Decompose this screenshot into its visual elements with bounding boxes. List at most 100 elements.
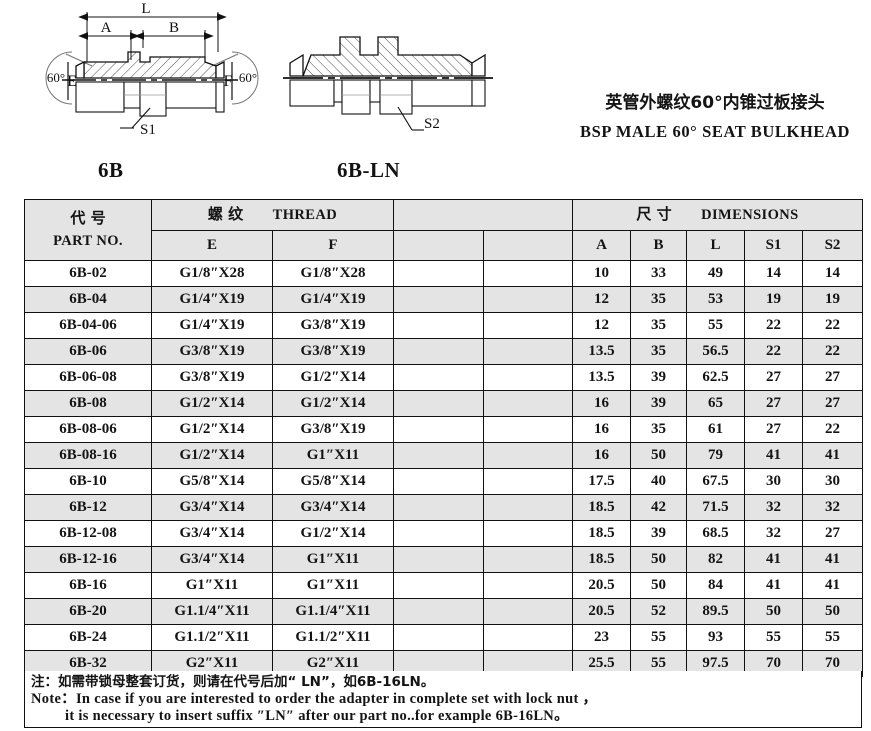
header-dimensions-group: 尺 寸 DIMENSIONS — [572, 199, 864, 231]
technical-drawings-svg: L A B 60° 60° — [45, 1, 493, 138]
header-dimensions-english: DIMENSIONS — [701, 207, 799, 223]
table-row: 6B-08 G1/2″X14 G1/2″X14 16 39 65 27 27 — [24, 390, 864, 417]
cell-s2: 55 — [802, 624, 864, 651]
dimension-label-B: B — [169, 20, 179, 36]
cell-e: G1.1/4″X11 — [151, 598, 273, 625]
cell-b: 50 — [630, 442, 688, 469]
cell-l: 53 — [686, 286, 746, 313]
cell-b: 35 — [630, 416, 688, 443]
cell-s2: 30 — [802, 468, 864, 495]
cell-e: G1″X11 — [151, 572, 273, 599]
cell-x2 — [483, 520, 574, 547]
cell-x1 — [393, 364, 485, 391]
cell-e: G3/4″X14 — [151, 494, 273, 521]
cell-b: 52 — [630, 598, 688, 625]
cell-part: 6B-04-06 — [24, 312, 152, 339]
cell-part: 6B-10 — [24, 468, 152, 495]
cell-a: 18.5 — [572, 494, 632, 521]
cell-l: 84 — [686, 572, 746, 599]
table-row: 6B-06-08 G3/8″X19 G1/2″X14 13.5 39 62.5 27 27 — [24, 364, 864, 391]
table-row: 6B-08-16 G1/2″X14 G1″X11 16 50 79 41 41 — [24, 442, 864, 469]
cell-s2: 22 — [802, 312, 864, 339]
dimension-B: B — [134, 20, 214, 40]
cell-b: 33 — [630, 260, 688, 287]
header-col-b: B — [630, 230, 688, 261]
cell-f: G1.1/2″X11 — [271, 624, 395, 651]
header-col-blank-1 — [393, 230, 485, 261]
cell-f: G1/2″X14 — [271, 390, 395, 417]
table-row: 6B-24 G1.1/2″X11 G1.1/2″X11 23 55 93 55 55 — [24, 624, 864, 651]
note-block: 注：如需带锁母整套订货，则请在代号后加“ LN”，如6B-16LN。 Note：… — [24, 671, 862, 728]
cell-x1 — [393, 260, 485, 287]
cell-x2 — [483, 572, 574, 599]
cell-l: 79 — [686, 442, 746, 469]
cell-a: 18.5 — [572, 546, 632, 573]
cell-part: 6B-06 — [24, 338, 152, 365]
cell-x2 — [483, 546, 574, 573]
header-thread-chinese: 螺 纹 — [207, 205, 244, 223]
dimension-label-S2: S2 — [424, 116, 440, 132]
body-section-upper — [75, 51, 225, 79]
cell-x2 — [483, 286, 574, 313]
cell-x1 — [393, 390, 485, 417]
cell-e: G1.1/2″X11 — [151, 624, 273, 651]
cell-b: 42 — [630, 494, 688, 521]
cell-s1: 19 — [744, 286, 804, 313]
cell-x2 — [483, 338, 574, 365]
cell-a: 20.5 — [572, 572, 632, 599]
cell-e: G1/4″X19 — [151, 286, 273, 313]
cell-f: G5/8″X14 — [271, 468, 395, 495]
header-col-l: L — [686, 230, 746, 261]
cell-b: 50 — [630, 572, 688, 599]
header-blank-group — [393, 199, 574, 231]
cell-f: G3/8″X19 — [271, 312, 395, 339]
dimension-A: A — [78, 20, 140, 40]
cell-part: 6B-20 — [24, 598, 152, 625]
cell-s1: 50 — [744, 598, 804, 625]
cell-x1 — [393, 442, 485, 469]
cell-s2: 50 — [802, 598, 864, 625]
figure-6b: L A B 60° 60° — [45, 1, 259, 138]
figure-6b-ln: S2 — [283, 36, 493, 132]
note-english-line-1: Note：In case if you are interested to or… — [31, 691, 598, 707]
cell-part: 6B-12-16 — [24, 546, 152, 573]
cell-b: 39 — [630, 364, 688, 391]
cell-a: 20.5 — [572, 598, 632, 625]
cell-s1: 41 — [744, 572, 804, 599]
cell-x2 — [483, 312, 574, 339]
table-row: 6B-12-08 G3/4″X14 G1/2″X14 18.5 39 68.5 32 27 — [24, 520, 864, 547]
cell-s2: 27 — [802, 520, 864, 547]
dimension-label-A: A — [101, 20, 112, 36]
cell-part: 6B-08 — [24, 390, 152, 417]
cell-f: G1″X11 — [271, 546, 395, 573]
cell-s1: 27 — [744, 390, 804, 417]
cell-x1 — [393, 468, 485, 495]
table-row: 6B-08-06 G1/2″X14 G3/8″X19 16 35 61 27 22 — [24, 416, 864, 443]
cell-s1: 41 — [744, 546, 804, 573]
cell-x1 — [393, 520, 485, 547]
cell-part: 6B-02 — [24, 260, 152, 287]
table-row: 6B-02 G1/8″X28 G1/8″X28 10 33 49 14 14 — [24, 260, 864, 287]
angle-label-right: 60° — [239, 70, 257, 85]
cell-b: 35 — [630, 286, 688, 313]
header-col-s1: S1 — [744, 230, 804, 261]
cell-part: 6B-06-08 — [24, 364, 152, 391]
cell-a: 23 — [572, 624, 632, 651]
header-part-no: 代 号 PART NO. — [24, 199, 152, 261]
cell-s1: 14 — [744, 260, 804, 287]
cell-a: 17.5 — [572, 468, 632, 495]
cell-e: G1/2″X14 — [151, 416, 273, 443]
cell-x2 — [483, 416, 574, 443]
cell-l: 71.5 — [686, 494, 746, 521]
cell-a: 16 — [572, 390, 632, 417]
cell-f: G1/2″X14 — [271, 364, 395, 391]
cell-s2: 41 — [802, 572, 864, 599]
cell-e: G3/4″X14 — [151, 546, 273, 573]
leader-S1: S1 — [120, 107, 156, 138]
cell-f: G3/8″X19 — [271, 338, 395, 365]
cell-f: G1.1/4″X11 — [271, 598, 395, 625]
dimension-label-L: L — [141, 1, 150, 17]
header-thread-group: 螺 纹 THREAD — [150, 199, 395, 231]
header-col-a: A — [572, 230, 632, 261]
cell-f: G1/4″X19 — [271, 286, 395, 313]
